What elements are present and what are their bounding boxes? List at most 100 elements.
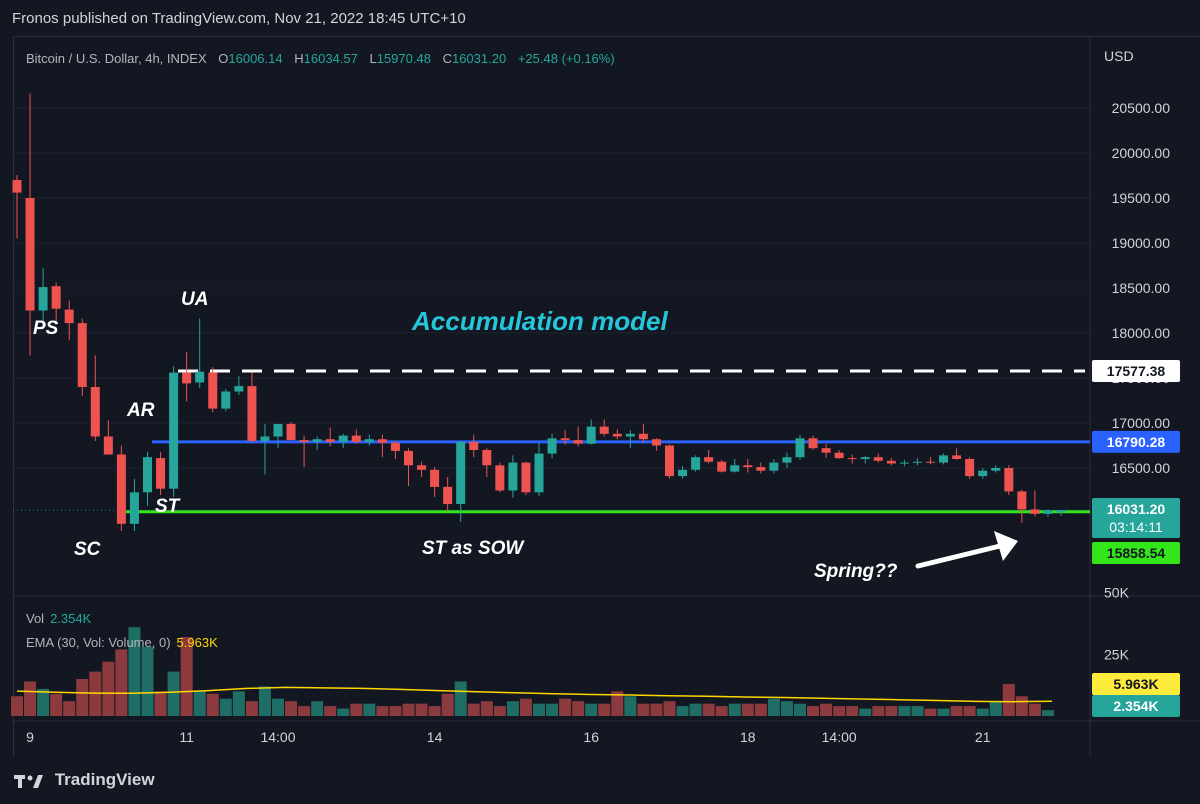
annotation-accumulation-model: Accumulation model [411, 306, 668, 336]
badge-16790-bg [1092, 430, 1180, 453]
volume-bar [598, 703, 611, 716]
volume-bar [1028, 703, 1041, 716]
candle-body [208, 372, 218, 409]
volume-bars [11, 627, 1054, 716]
volume-bar [846, 706, 859, 716]
candle-body [978, 470, 988, 477]
candle-body [247, 386, 257, 441]
volume-bar [272, 698, 284, 716]
candle-body [521, 462, 531, 493]
candle-body [482, 450, 492, 466]
legend-low: 15970.48 [376, 51, 431, 66]
volume-bar [728, 703, 741, 716]
volume-bar [650, 703, 663, 716]
legend-low-label: L [369, 51, 377, 66]
volume-bar [258, 686, 271, 716]
volume-bar [663, 701, 676, 716]
x-tick-label: 9 [26, 729, 34, 745]
candle-body [404, 450, 413, 466]
candle-body [599, 426, 609, 434]
volume-bar [154, 691, 167, 716]
candle-body [195, 371, 205, 383]
volume-bar [480, 701, 493, 716]
candle-body [156, 458, 166, 489]
candle-body [560, 438, 570, 441]
candle-body [586, 426, 596, 444]
volume-bar [206, 693, 219, 716]
candle-body [417, 465, 427, 470]
volume-bar [976, 708, 989, 716]
volume-bar [833, 706, 846, 716]
candle-body [834, 452, 844, 459]
volume-bar [885, 706, 898, 716]
volume-bar [428, 706, 441, 716]
candle-body [625, 433, 635, 437]
volume-bar [585, 703, 598, 716]
candle-body [821, 448, 831, 453]
volume-bar [311, 701, 324, 716]
annotation-spring: Spring?? [814, 561, 898, 582]
volume-bar [441, 693, 454, 716]
candle-body [390, 442, 400, 451]
volume-bar [807, 706, 820, 716]
volume-tick-label: 50K [1104, 585, 1130, 601]
tradingview-footer[interactable]: TradingView [14, 770, 155, 790]
annotation-ps: PS [33, 318, 59, 339]
ema-label: EMA (30, Vol: Volume, 0) [26, 635, 171, 650]
x-tick-label: 14 [427, 729, 443, 745]
candle-body [312, 439, 322, 442]
badge-17577: 17577.38 [1107, 363, 1166, 379]
candle-body [939, 455, 949, 463]
vol-label: Vol [26, 611, 45, 626]
candle-body [612, 433, 622, 437]
candle-body [873, 457, 883, 461]
candle-body [182, 372, 192, 384]
volume-bar [924, 708, 937, 716]
volume-bar [493, 706, 506, 716]
candle-body [116, 454, 126, 524]
volume-tick-label: 25K [1104, 646, 1130, 662]
candle-body [260, 436, 270, 441]
volume-bar [102, 661, 115, 716]
volume-bar [11, 696, 23, 716]
candle-body [1030, 509, 1040, 514]
volume-bar [389, 706, 402, 716]
volume-bar [245, 701, 258, 716]
volume-bar [193, 691, 206, 716]
annotation-ua: UA [181, 289, 208, 310]
legend-high: 16034.57 [303, 51, 358, 66]
candle-body [704, 457, 714, 462]
candle-body [143, 457, 152, 493]
candle-body [651, 439, 661, 446]
candle-body [169, 372, 179, 489]
vol-value: 2.354K [50, 611, 92, 626]
y-tick-label: 19500.00 [1112, 190, 1171, 206]
candle-body [1004, 468, 1014, 492]
candle-body [534, 453, 544, 493]
legend-open: 16006.14 [228, 51, 283, 66]
volume-bar [180, 637, 193, 716]
volume-bar [794, 703, 806, 716]
volume-bar [467, 703, 480, 716]
volume-bar [754, 703, 767, 716]
legend-close: 16031.20 [451, 51, 507, 66]
candle-body [691, 457, 701, 470]
candle-body [430, 469, 440, 487]
candle-body [847, 458, 857, 460]
badge-countdown: 03:14:11 [1109, 519, 1163, 535]
candle-body [912, 461, 922, 463]
annotation-st-as-sow: ST as SOW [422, 538, 525, 559]
candle-body [12, 180, 22, 193]
volume-bar [76, 679, 89, 716]
volume-bar [415, 703, 428, 716]
y-tick-label: 17000.00 [1112, 415, 1171, 431]
badge-ema: 5.963K [1113, 676, 1158, 692]
symbol-legend: Bitcoin / U.S. Dollar, 4h, INDEX O16006.… [26, 51, 615, 66]
candle-body [351, 435, 361, 442]
candle-body [743, 465, 753, 468]
candle-body [665, 445, 674, 477]
x-tick-label: 14:00 [260, 729, 295, 745]
volume-bar [1041, 710, 1054, 716]
chart-frame [13, 36, 1200, 757]
